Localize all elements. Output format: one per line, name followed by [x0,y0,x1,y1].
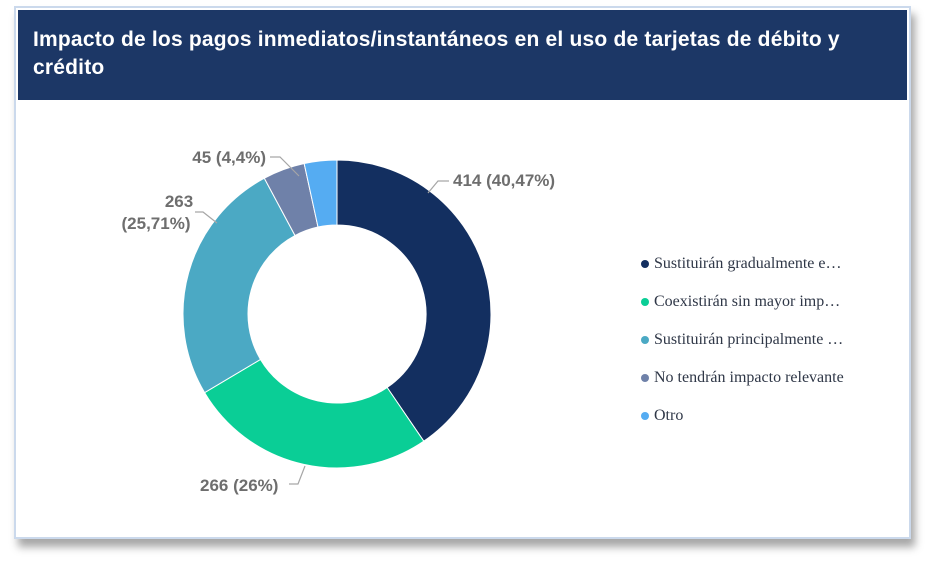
donut-slice-1[interactable] [203,358,425,469]
legend-label: Otro [654,406,684,424]
legend-label: Sustituirán principalmente … [654,330,844,348]
legend-bullet-icon [641,373,649,382]
legend-label: Coexistirán sin mayor imp… [654,292,841,310]
label-leader-line [270,156,300,177]
legend-item-1[interactable]: Coexistirán sin mayor imp… [641,290,909,313]
donut-slice-4[interactable] [303,159,338,228]
donut-slice-0[interactable] [336,159,492,442]
legend-bullet-icon [641,411,649,420]
chart-plot-area: 414 (40,47%) 266 (26%) 263 (25,71%) 45 (4,4%… [18,102,907,535]
legend-label: No tendrán impacto relevante [654,368,844,386]
legend-item-0[interactable]: Sustituirán gradualmente e… [641,252,909,275]
legend-item-4[interactable]: Otro [641,404,909,427]
data-label-slice-1: 266 (26%) [200,476,278,495]
chart-legend: Sustituirán gradualmente e… Coexistirán … [641,252,909,442]
label-leader-line [195,211,218,224]
label-leader-line [289,465,306,485]
legend-item-2[interactable]: Sustituirán principalmente … [641,328,909,351]
donut-chart: 414 (40,47%) 266 (26%) 263 (25,71%) 45 (4,4%… [122,148,556,495]
data-label-slice-3: 45 (4,4%) [192,148,266,167]
legend-bullet-icon [641,297,649,306]
data-label-slice-2: (25,71%) [122,214,191,233]
chart-title-bar: Impacto de los pagos inmediatos/instantá… [18,10,907,100]
legend-bullet-icon [641,335,649,344]
legend-label: Sustituirán gradualmente e… [654,254,842,272]
chart-title: Impacto de los pagos inmediatos/instantá… [33,28,840,79]
legend-bullet-icon [641,259,649,268]
chart-card: Impacto de los pagos inmediatos/instantá… [14,6,911,539]
legend-item-3[interactable]: No tendrán impacto relevante [641,366,909,389]
data-label-slice-2: 263 [165,192,193,211]
donut-slice-2[interactable] [182,177,296,394]
label-leader-line [427,180,449,194]
data-label-slice-0: 414 (40,47%) [453,171,555,190]
